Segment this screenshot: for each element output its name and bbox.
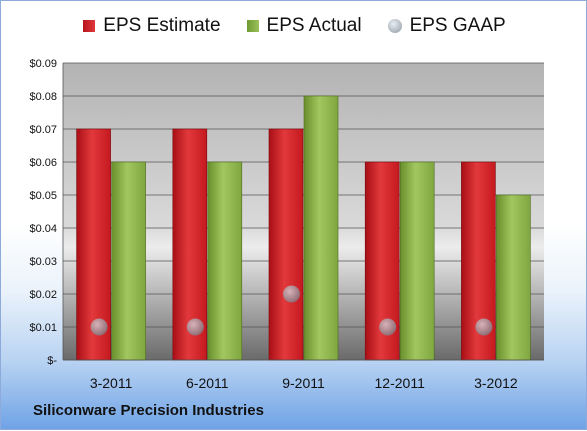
y-tick-label: $0.04 bbox=[29, 223, 57, 235]
bar-eps-estimate bbox=[268, 128, 304, 361]
legend-label-eps-estimate: EPS Estimate bbox=[103, 15, 221, 36]
legend-item-eps-actual: EPS Actual bbox=[246, 15, 362, 37]
bar-eps-actual bbox=[207, 161, 243, 361]
x-tick-label: 12-2011 bbox=[375, 375, 426, 391]
legend: EPS Estimate EPS Actual EPS GAAP bbox=[1, 15, 587, 37]
point-eps-gaap bbox=[186, 318, 204, 336]
legend-swatch-eps-estimate bbox=[83, 20, 96, 32]
x-tick-label: 6-2011 bbox=[186, 375, 229, 391]
bar-eps-actual bbox=[496, 194, 531, 361]
company-name: Siliconware Precision Industries bbox=[33, 402, 264, 419]
point-eps-gaap bbox=[90, 318, 108, 336]
point-eps-gaap bbox=[379, 318, 397, 336]
legend-item-eps-gaap: EPS GAAP bbox=[387, 15, 506, 37]
y-tick-label: $0.07 bbox=[29, 124, 57, 136]
x-tick-label: 3-2011 bbox=[90, 375, 133, 391]
bar-eps-actual bbox=[111, 161, 146, 361]
legend-swatch-eps-gaap bbox=[387, 19, 402, 33]
y-tick-label: $0.05 bbox=[29, 190, 57, 202]
y-tick-label: $0.01 bbox=[29, 322, 57, 334]
y-tick-label: $0.03 bbox=[29, 256, 57, 268]
x-tick-label: 3-2012 bbox=[474, 375, 518, 391]
y-tick-label: $0.02 bbox=[29, 289, 57, 301]
legend-swatch-eps-actual bbox=[246, 20, 259, 32]
y-tick-label: $0.08 bbox=[29, 91, 57, 103]
bar-eps-actual bbox=[303, 95, 339, 361]
y-tick-label: $- bbox=[47, 355, 57, 367]
y-tick-label: $0.06 bbox=[29, 157, 57, 169]
point-eps-gaap bbox=[283, 285, 300, 303]
legend-label-eps-actual: EPS Actual bbox=[266, 15, 362, 36]
bar-eps-actual bbox=[399, 161, 435, 361]
x-tick-label: 9-2011 bbox=[282, 375, 325, 391]
y-tick-label: $0.09 bbox=[29, 58, 57, 70]
legend-item-eps-estimate: EPS Estimate bbox=[83, 15, 221, 37]
point-eps-gaap bbox=[475, 318, 493, 336]
legend-label-eps-gaap: EPS GAAP bbox=[409, 15, 506, 36]
